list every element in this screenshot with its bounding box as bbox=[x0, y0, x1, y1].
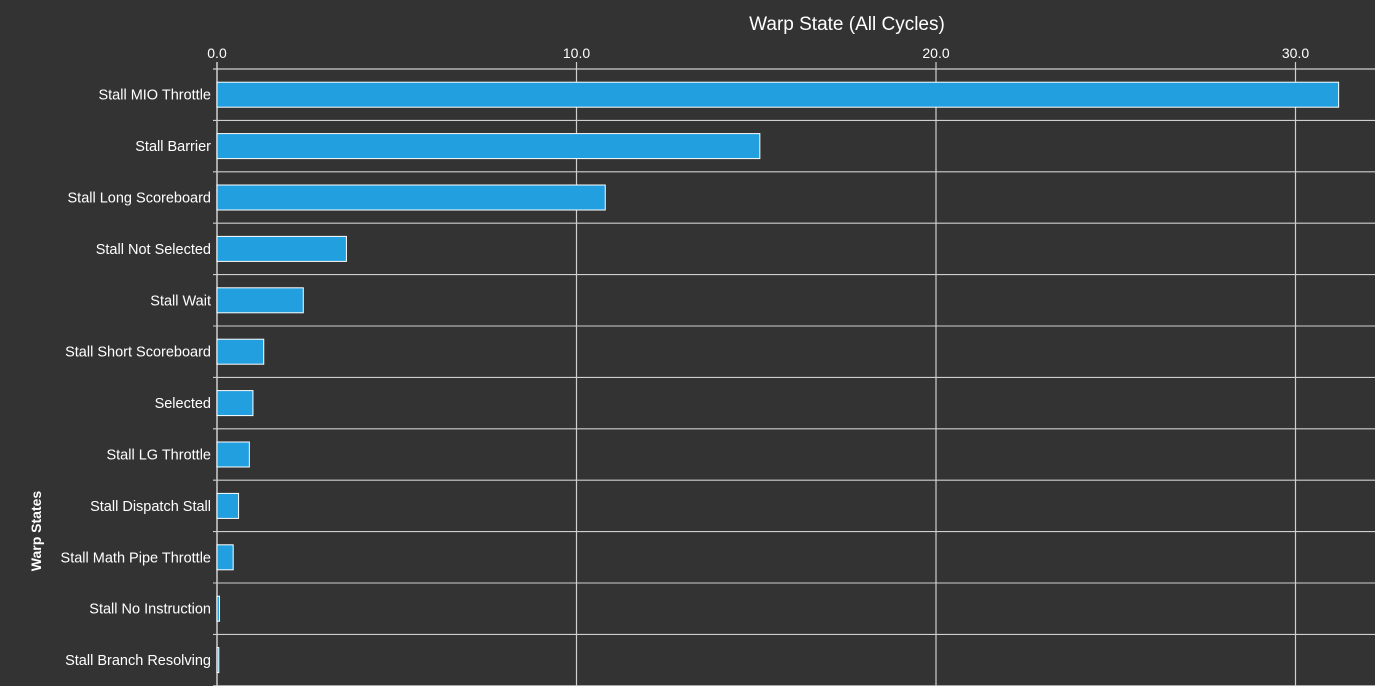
category-label: Stall No Instruction bbox=[89, 602, 211, 618]
chart-title: Warp State (All Cycles) bbox=[749, 14, 945, 35]
bar[interactable] bbox=[216, 338, 265, 365]
category-label: Stall Branch Resolving bbox=[65, 653, 211, 669]
category-label: Stall Long Scoreboard bbox=[68, 191, 212, 207]
category-label: Stall Not Selected bbox=[96, 242, 211, 258]
x-tick-label: 0.0 bbox=[207, 45, 227, 61]
bar[interactable] bbox=[216, 647, 220, 674]
bar[interactable] bbox=[216, 287, 304, 314]
category-label: Stall Barrier bbox=[135, 139, 211, 155]
category-label: Stall LG Throttle bbox=[106, 448, 211, 464]
bar[interactable] bbox=[216, 133, 761, 160]
bar[interactable] bbox=[216, 441, 250, 468]
category-label: Stall Wait bbox=[150, 293, 211, 309]
category-label: Stall Dispatch Stall bbox=[90, 499, 211, 515]
category-label: Stall MIO Throttle bbox=[98, 88, 211, 104]
label-layer: 0.0 10.0 20.0 30.0 Stall MIO Throttle Stall B… bbox=[61, 45, 1310, 669]
bar-layer bbox=[216, 81, 1340, 674]
x-tick-label: 30.0 bbox=[1282, 45, 1309, 61]
bar[interactable] bbox=[216, 390, 254, 417]
bar[interactable] bbox=[216, 81, 1340, 108]
bar[interactable] bbox=[216, 595, 221, 622]
category-label: Selected bbox=[155, 396, 211, 412]
bar[interactable] bbox=[216, 544, 234, 571]
category-label: Stall Short Scoreboard bbox=[65, 345, 211, 361]
x-tick-label: 10.0 bbox=[563, 45, 590, 61]
bar[interactable] bbox=[216, 184, 606, 211]
y-axis-label: Warp States bbox=[28, 491, 44, 572]
bar[interactable] bbox=[216, 492, 240, 519]
x-tick-label: 20.0 bbox=[922, 45, 949, 61]
bar[interactable] bbox=[216, 235, 347, 262]
category-label: Stall Math Pipe Throttle bbox=[61, 550, 211, 566]
